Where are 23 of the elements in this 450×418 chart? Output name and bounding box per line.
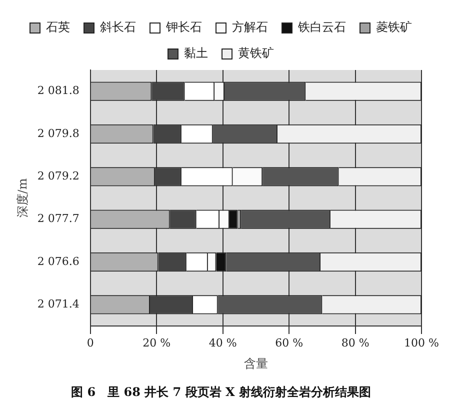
legend-label: 石英 — [46, 20, 70, 34]
legend-label: 方解石 — [232, 20, 268, 34]
x-tick-label: 60 % — [275, 336, 304, 350]
text: 图 6 里 68 井长 7 段页岩 X 射线衍射全岩分析结果图 — [71, 384, 371, 399]
x-tick-label: 80 % — [341, 336, 370, 350]
legend-label: 黄铁矿 — [238, 46, 274, 60]
y-tick-label: 2 076.6 — [37, 254, 80, 268]
legend-label: 铁白云石 — [297, 20, 346, 34]
legend-label: 黏土 — [184, 46, 208, 60]
y-tick-label: 2 079.2 — [37, 170, 80, 183]
x-tick-label: 40 % — [208, 336, 237, 350]
y-tick-label: 2 079.8 — [37, 126, 80, 140]
x-tick-label: 20 % — [142, 336, 171, 350]
legend-label: 斜长石 — [100, 20, 136, 34]
x-axis-title: 含量 — [244, 356, 268, 371]
x-tick-label: 0 — [86, 336, 94, 350]
y-tick-label: 2 077.7 — [37, 212, 80, 226]
y-tick-label: 2 071.4 — [37, 298, 80, 311]
legend-label: 钾长石 — [165, 20, 202, 34]
x-tick-label: 100 % — [404, 336, 440, 350]
legend-label: 菱铁矿 — [376, 20, 412, 34]
y-tick-label: 2 081.8 — [37, 84, 80, 98]
y-axis-title: 深度/m — [15, 178, 30, 218]
